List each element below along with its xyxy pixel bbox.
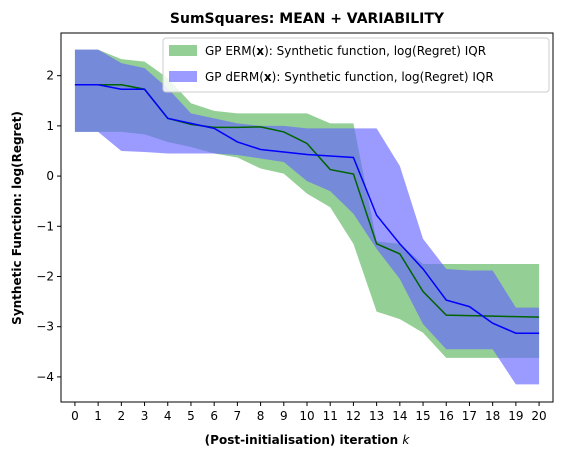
x-tick-label: 19 [508, 409, 523, 423]
x-tick-label: 3 [141, 409, 149, 423]
legend: GP ERM(x): Synthetic function, log(Regre… [162, 37, 550, 93]
y-tick-label: −3 [36, 320, 54, 334]
x-tick-label: 2 [118, 409, 126, 423]
legend-derm-var: x [264, 70, 272, 84]
x-tick-label: 15 [415, 409, 430, 423]
legend-entry-derm: GP dERM(x): Synthetic function, log(Regr… [205, 70, 494, 84]
legend-erm-var: x [256, 44, 264, 58]
x-tick-label: 11 [323, 409, 338, 423]
legend-entry-erm: GP ERM(x): Synthetic function, log(Regre… [205, 44, 486, 58]
x-tick-label: 14 [392, 409, 407, 423]
y-tick-label: 1 [46, 119, 54, 133]
iqr-band-derm [74, 49, 540, 385]
y-axis: −4 −3 −2 −1 0 1 2 [36, 69, 61, 384]
x-tick-label: 8 [257, 409, 265, 423]
y-tick-label: −2 [36, 269, 54, 283]
x-tick-label: 5 [187, 409, 195, 423]
legend-swatch-erm [169, 45, 197, 56]
x-tick-label: 16 [439, 409, 454, 423]
y-tick-label: 2 [46, 69, 54, 83]
iqr-bands [74, 49, 540, 385]
y-tick-label: −1 [36, 219, 54, 233]
x-tick-label: 10 [299, 409, 314, 423]
x-tick-label: 6 [210, 409, 218, 423]
x-axis-label-var: k [402, 433, 410, 447]
chart-title: SumSquares: MEAN + VARIABILITY [170, 11, 445, 27]
mean-line-derm [74, 83, 540, 334]
x-tick-label: 20 [531, 409, 546, 423]
x-tick-label: 17 [462, 409, 477, 423]
y-tick-label: 0 [46, 169, 54, 183]
x-axis-label: (Post-initialisation) iteration k [205, 433, 411, 447]
x-tick-label: 12 [346, 409, 361, 423]
legend-derm-prefix: GP dERM( [205, 70, 264, 84]
x-tick-label: 4 [164, 409, 172, 423]
x-tick-label: 18 [485, 409, 500, 423]
legend-frame [162, 37, 550, 93]
legend-erm-prefix: GP ERM( [205, 44, 256, 58]
x-tick-label: 1 [94, 409, 102, 423]
x-tick-label: 13 [369, 409, 384, 423]
x-axis: 0 1 2 3 4 5 6 7 8 9 10 11 12 13 14 15 16 17 18 19 20 [71, 402, 547, 423]
legend-erm-suffix: ): Synthetic function, log(Regret) IQR [264, 44, 486, 58]
x-axis-label-text: (Post-initialisation) iteration [205, 433, 399, 447]
x-tick-label: 7 [234, 409, 242, 423]
x-tick-label: 9 [280, 409, 288, 423]
mean-lines [74, 83, 540, 334]
x-tick-label: 0 [71, 409, 79, 423]
legend-derm-suffix: ): Synthetic function, log(Regret) IQR [272, 70, 494, 84]
y-axis-label: Synthetic Function: log(Regret) [10, 111, 24, 325]
y-tick-label: −4 [36, 370, 54, 384]
legend-swatch-derm [169, 71, 197, 82]
